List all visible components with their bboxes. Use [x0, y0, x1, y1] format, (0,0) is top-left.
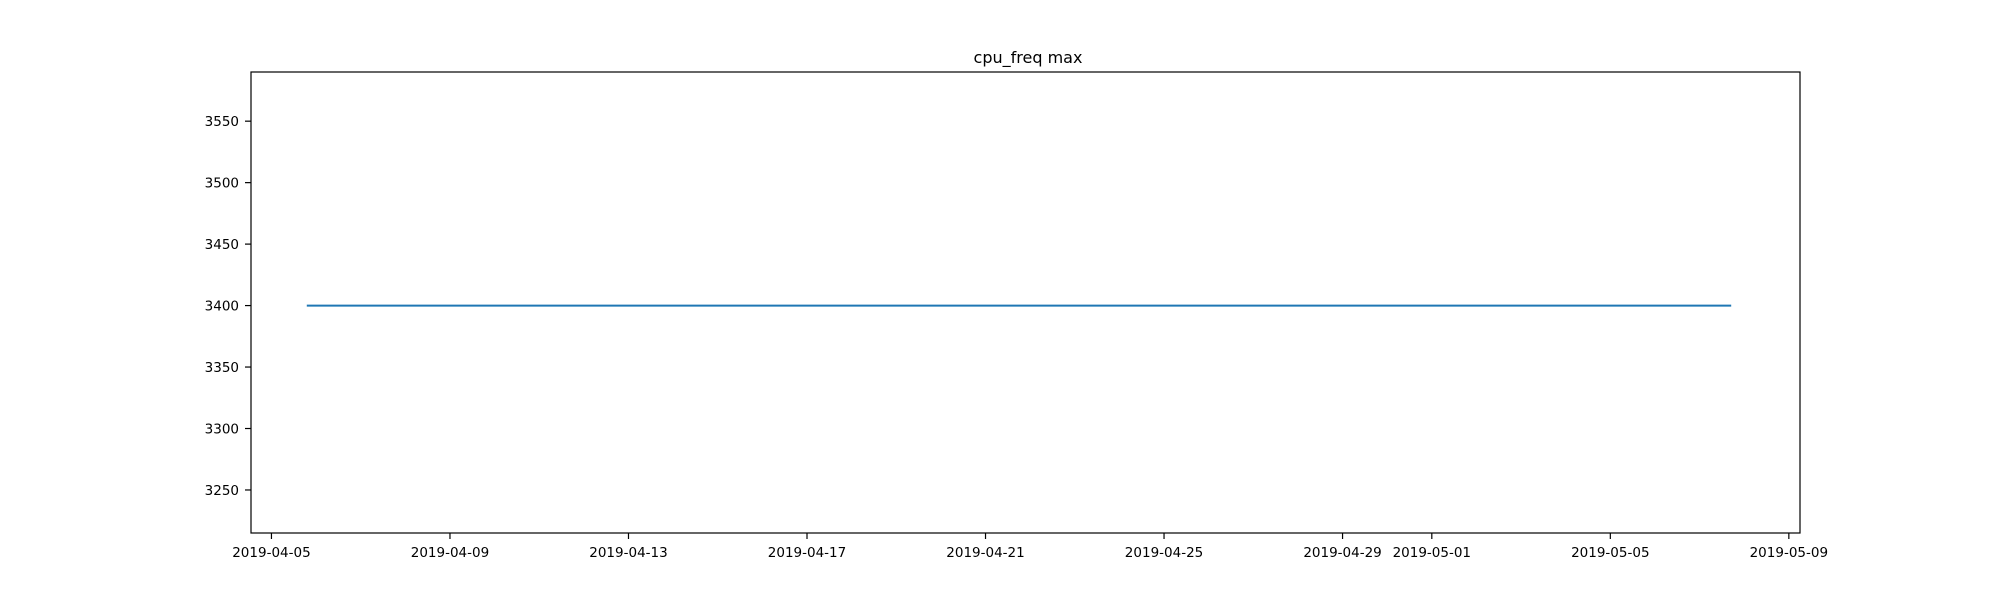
x-tick-label: 2019-05-05 — [1571, 545, 1649, 561]
x-tick-label: 2019-04-21 — [946, 545, 1024, 561]
x-tick-label: 2019-04-05 — [232, 545, 310, 561]
x-tick-label: 2019-04-25 — [1125, 545, 1203, 561]
x-tick-label: 2019-05-01 — [1393, 545, 1471, 561]
x-axis: 2019-04-05 2019-04-09 2019-04-13 2019-04-17… — [232, 533, 1828, 561]
x-tick-label: 2019-05-09 — [1750, 545, 1828, 561]
y-tick-label: 3550 — [205, 114, 239, 130]
y-tick-label: 3500 — [205, 176, 239, 192]
y-tick-label: 3300 — [205, 422, 239, 438]
y-axis: 3250 3300 3350 3400 3450 3500 3550 — [205, 114, 251, 499]
x-tick-label: 2019-04-29 — [1303, 545, 1381, 561]
y-tick-label: 3450 — [205, 237, 239, 253]
y-tick-label: 3250 — [205, 483, 239, 499]
x-tick-label: 2019-04-17 — [768, 545, 846, 561]
chart-title: cpu_freq max — [974, 48, 1083, 68]
x-tick-label: 2019-04-09 — [411, 545, 489, 561]
x-tick-label: 2019-04-13 — [589, 545, 667, 561]
y-tick-label: 3350 — [205, 360, 239, 376]
y-tick-label: 3400 — [205, 299, 239, 315]
plot-frame — [250, 71, 1801, 534]
